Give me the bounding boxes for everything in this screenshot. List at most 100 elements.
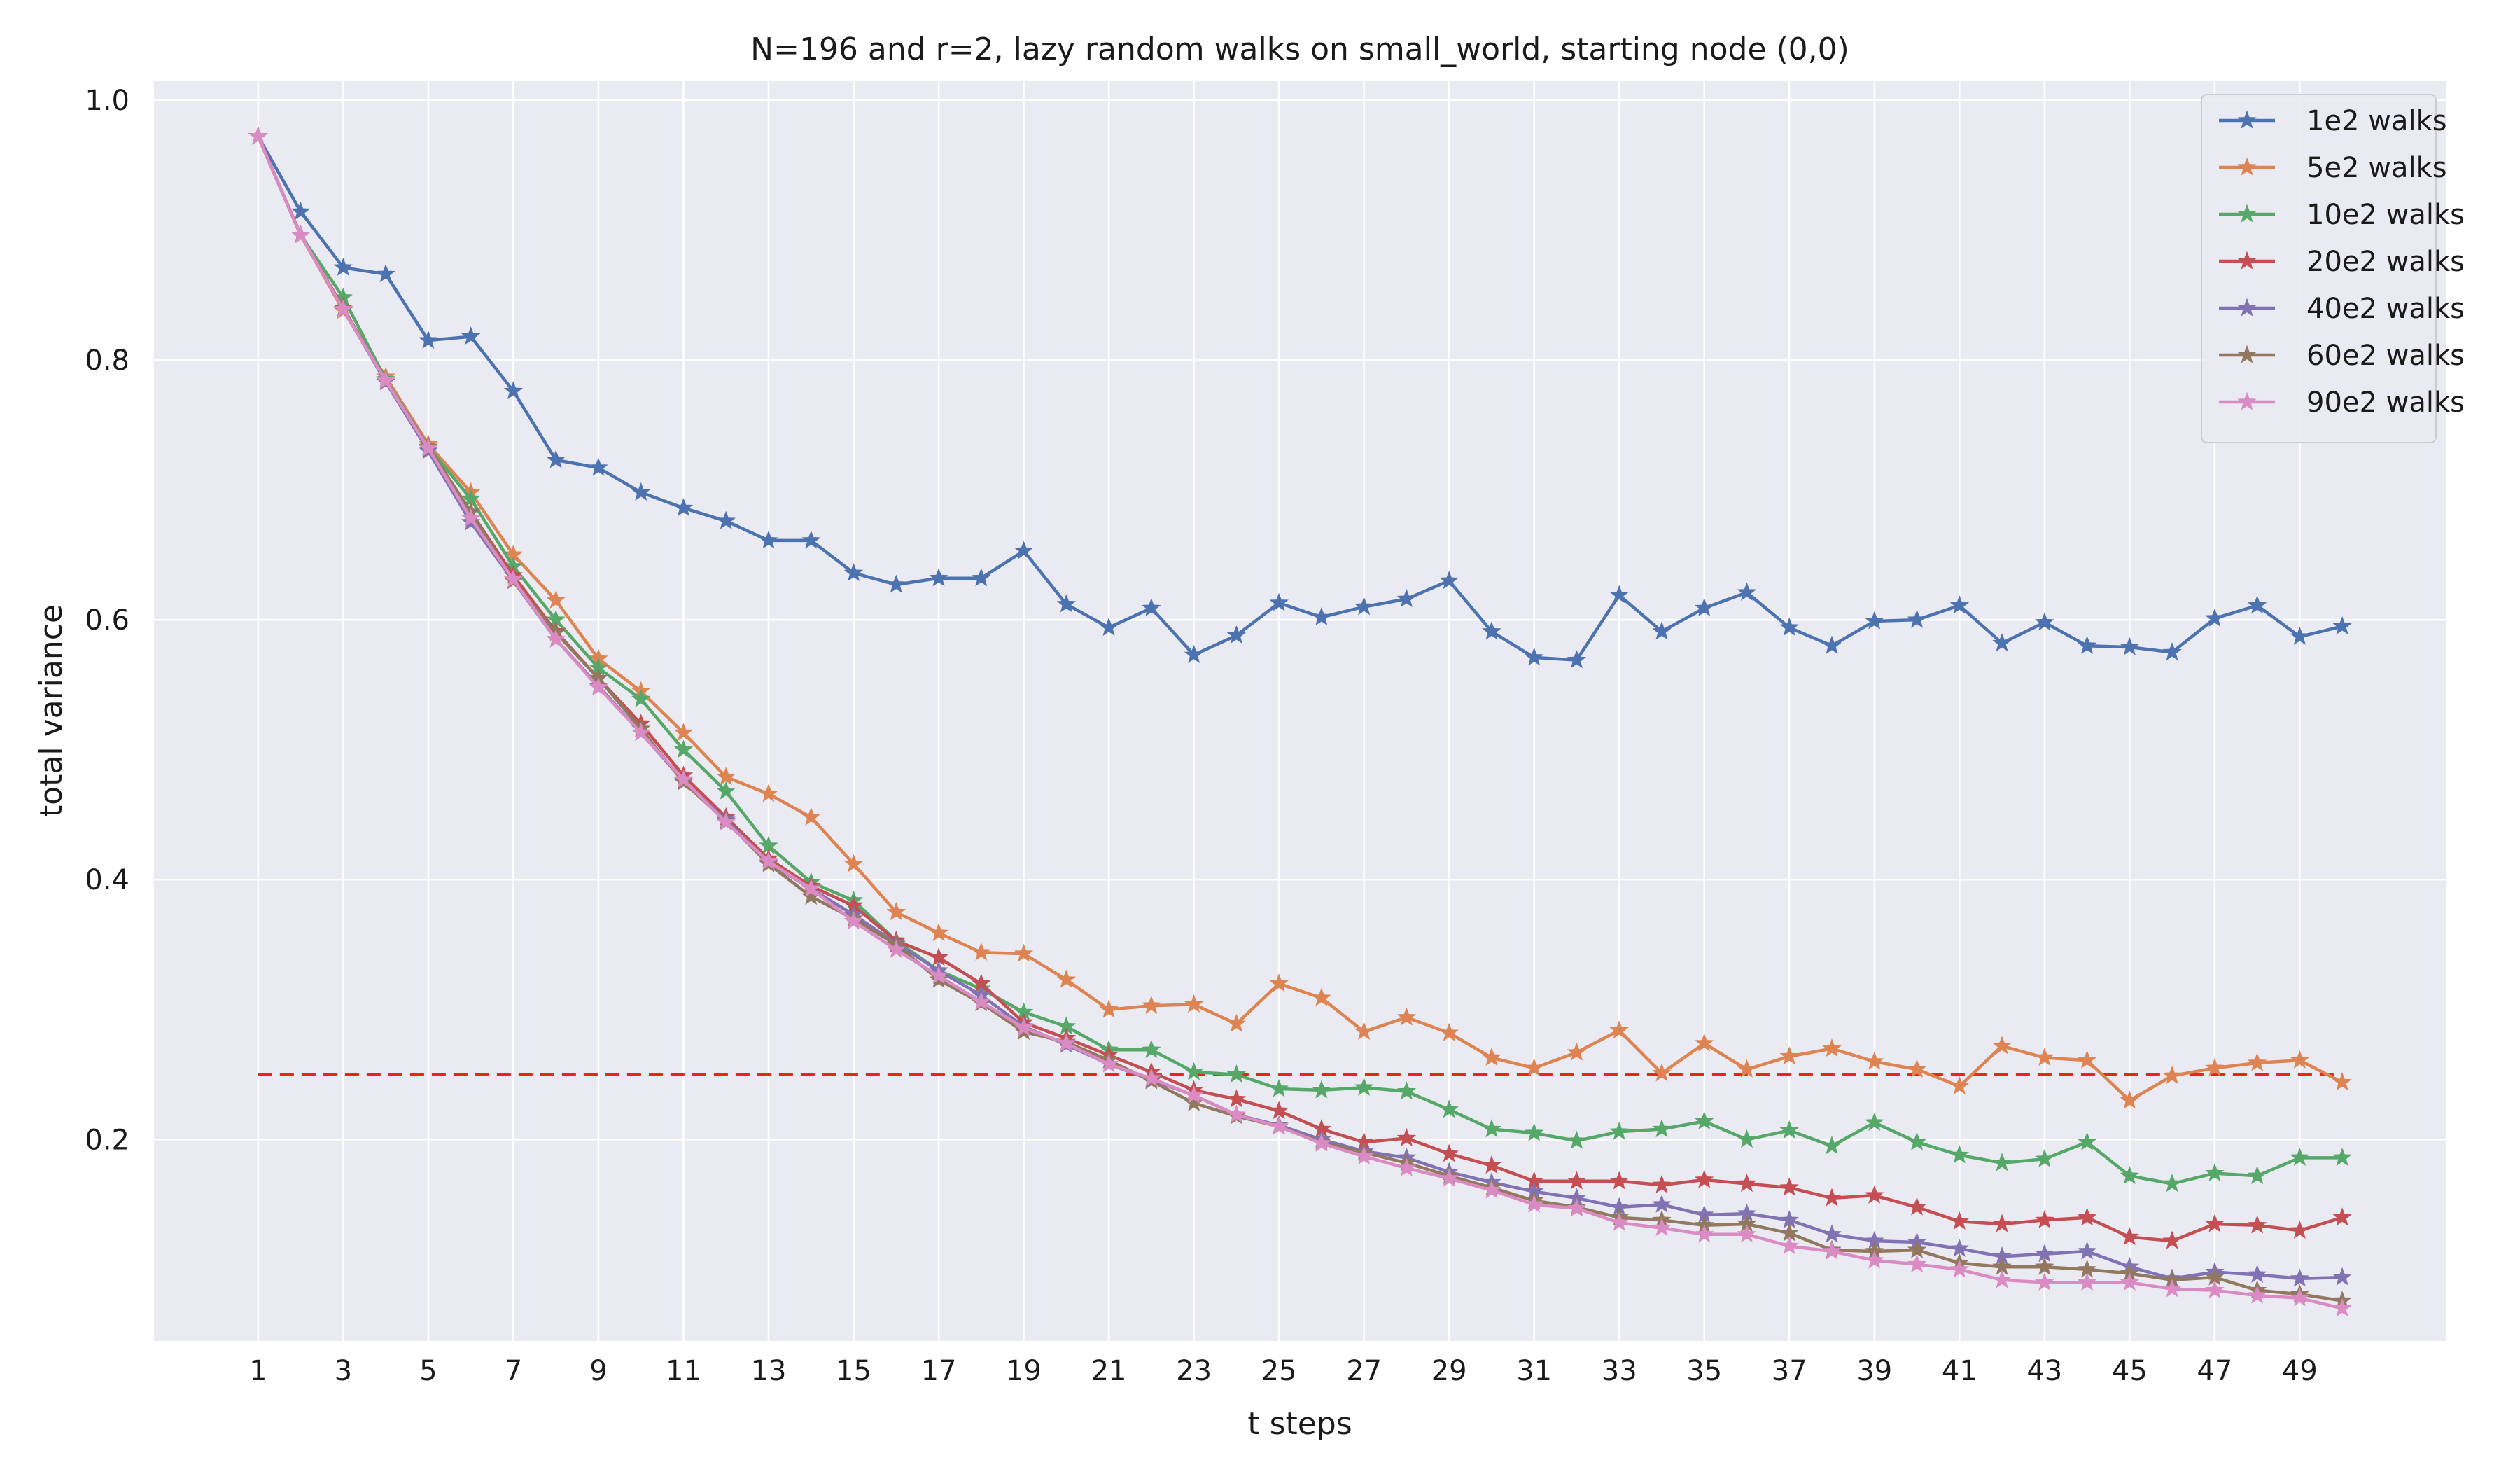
data-point [1652, 1218, 1672, 1237]
data-point [1567, 1171, 1587, 1190]
data-point [1482, 1180, 1502, 1199]
x-tick-labels: 1 3 5 7 9 11 13 15 17 19 21 23 25 27 29 31 33 35 37 39 41 43 4… [249, 1355, 2318, 1387]
legend-label: 10e2 walks [2306, 199, 2465, 231]
data-point [2332, 1147, 2352, 1167]
data-point [1695, 1224, 1714, 1243]
data-point [1269, 592, 1289, 611]
grid-lines [154, 81, 2446, 1341]
data-point [1142, 1039, 1161, 1058]
data-point [1949, 1238, 1970, 1257]
data-point [2035, 612, 2054, 631]
data-point [1822, 1241, 1842, 1260]
data-point [929, 568, 948, 587]
data-point [1865, 611, 1884, 630]
data-point [1992, 1036, 2012, 1055]
data-point [2120, 1165, 2140, 1184]
data-point [589, 677, 608, 696]
data-point [2162, 1065, 2182, 1085]
x-tick-label: 5 [419, 1355, 437, 1387]
data-point [1312, 606, 1331, 626]
data-point [631, 723, 651, 742]
data-point [716, 781, 736, 800]
y-tick-label: 0.6 [85, 604, 130, 637]
data-point [1779, 1120, 1799, 1139]
data-point [1482, 621, 1502, 640]
legend-label: 1e2 walks [2306, 105, 2447, 137]
data-point [2162, 1174, 2182, 1193]
data-point [1184, 644, 1204, 663]
data-point [886, 902, 906, 921]
x-tick-label: 17 [921, 1355, 957, 1387]
data-point [2332, 616, 2352, 635]
data-point [1609, 1121, 1629, 1140]
data-point [1609, 1020, 1629, 1039]
data-point [1652, 1119, 1672, 1138]
y-tick-label: 1.0 [85, 85, 130, 117]
data-point [2332, 1267, 2352, 1286]
data-point [1907, 1197, 1927, 1216]
x-tick-label: 43 [2026, 1355, 2062, 1387]
data-point [1907, 1239, 1927, 1258]
data-point [929, 922, 948, 941]
data-point [2247, 1052, 2267, 1071]
x-tick-label: 41 [1942, 1355, 1977, 1387]
data-point [1439, 1168, 1459, 1187]
data-point [1737, 1224, 1757, 1243]
data-point [1609, 1171, 1629, 1190]
data-point [2290, 1268, 2310, 1287]
data-point [2162, 1279, 2182, 1298]
data-point [376, 264, 396, 283]
data-point [1992, 633, 2012, 652]
data-point [461, 508, 481, 527]
data-point [503, 381, 524, 400]
data-point [1992, 1270, 2012, 1288]
data-point [1822, 635, 1842, 654]
y-tick-label: 0.8 [85, 345, 130, 377]
data-point [1567, 1198, 1587, 1217]
data-point [1822, 1188, 1842, 1207]
data-point [376, 370, 396, 389]
data-point [2035, 1256, 2054, 1275]
x-tick-label: 25 [1261, 1355, 1297, 1387]
data-point [2247, 1285, 2267, 1304]
data-point [1226, 1064, 1247, 1083]
data-point [1695, 597, 1714, 617]
data-point [1865, 1051, 1884, 1070]
data-point [1737, 582, 1757, 601]
data-point [1184, 994, 1204, 1013]
x-tick-label: 39 [1856, 1355, 1892, 1387]
data-point [1439, 1022, 1459, 1041]
data-point [716, 767, 736, 786]
data-point [1482, 1155, 1502, 1174]
data-point [972, 568, 991, 587]
legend-marker [2237, 391, 2257, 410]
data-point [2205, 1163, 2225, 1182]
data-point [1142, 995, 1161, 1014]
data-point [1142, 1068, 1161, 1087]
data-point [631, 688, 651, 707]
x-tick-label: 37 [1772, 1355, 1807, 1387]
data-point [1992, 1153, 2012, 1171]
x-tick-label: 29 [1432, 1355, 1467, 1387]
data-point [1312, 1080, 1331, 1099]
data-point [1014, 1017, 1034, 1036]
data-point [1992, 1214, 2012, 1232]
data-point [1949, 1211, 1970, 1230]
data-point [1567, 1130, 1587, 1149]
data-point [461, 326, 481, 345]
data-point [1949, 1259, 1970, 1278]
data-point [1695, 1033, 1714, 1052]
x-tick-label: 19 [1006, 1355, 1042, 1387]
data-point [759, 851, 778, 870]
data-point [290, 225, 311, 244]
legend-marker [2237, 251, 2257, 270]
legend-marker [2237, 157, 2257, 176]
x-tick-label: 31 [1516, 1355, 1552, 1387]
data-point [1524, 647, 1544, 666]
data-point [1269, 1116, 1289, 1135]
data-point [2120, 637, 2140, 655]
series-line [256, 135, 2344, 1102]
data-point [1779, 617, 1799, 636]
data-point [1567, 1042, 1587, 1061]
y-axis-label: total variance [34, 604, 69, 817]
